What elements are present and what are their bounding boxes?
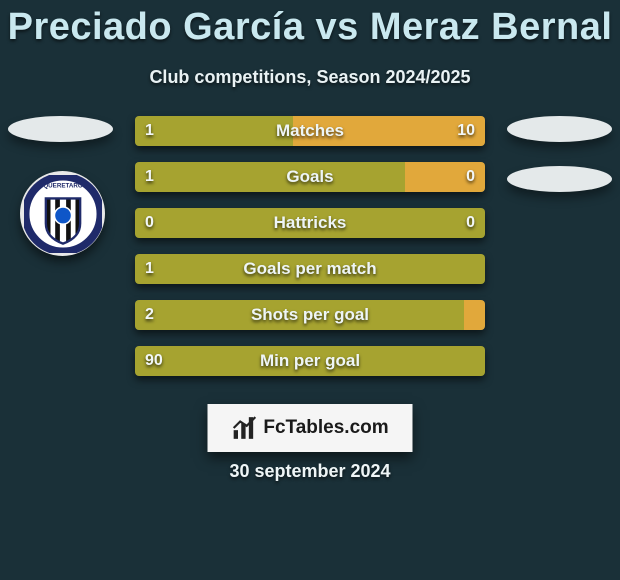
player-right-badge: [507, 116, 612, 142]
crest-top-text: QUERETARO: [43, 182, 83, 189]
stat-bars: Matches110 Goals10 Hattricks00 Goals per ma…: [135, 116, 485, 392]
chart-icon: [231, 415, 257, 441]
stat-row: Goals per match1: [135, 254, 485, 284]
page-subtitle: Club competitions, Season 2024/2025: [0, 67, 620, 88]
bar-left-fill: [135, 300, 464, 330]
queretaro-crest-icon: QUERETARO: [24, 175, 102, 253]
stat-row: Goals10: [135, 162, 485, 192]
stat-row: Hattricks00: [135, 208, 485, 238]
bar-left-fill: [135, 208, 485, 238]
page-title: Preciado García vs Meraz Bernal: [0, 0, 620, 49]
bar-right-fill: [464, 300, 485, 330]
bar-left-fill: [135, 346, 485, 376]
footer-date: 30 september 2024: [0, 461, 620, 482]
stat-row: Shots per goal2: [135, 300, 485, 330]
stat-row: Min per goal90: [135, 346, 485, 376]
bar-left-fill: [135, 254, 485, 284]
bar-right-fill: [293, 116, 486, 146]
player-left-badge: [8, 116, 113, 142]
brand-text: FcTables.com: [263, 417, 388, 439]
club-left-logo: QUERETARO: [20, 171, 105, 256]
bar-left-fill: [135, 116, 293, 146]
brand-footer[interactable]: FcTables.com: [208, 404, 413, 452]
club-right-badge: [507, 166, 612, 192]
bar-left-fill: [135, 162, 405, 192]
bar-right-fill: [405, 162, 486, 192]
stat-row: Matches110: [135, 116, 485, 146]
